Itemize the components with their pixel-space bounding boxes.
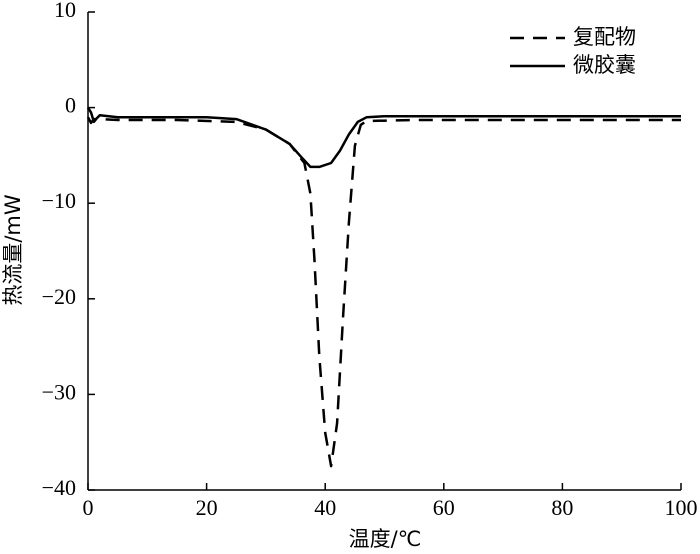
legend-label: 微胶囊 xyxy=(573,53,636,77)
x-tick-label: 0 xyxy=(83,495,94,520)
series-line xyxy=(86,106,681,169)
x-tick-label: 20 xyxy=(196,495,218,520)
x-tick-label: 40 xyxy=(314,495,336,520)
legend-label: 复配物 xyxy=(573,25,636,49)
x-axis-label: 温度/℃ xyxy=(349,527,422,551)
y-tick-label: −10 xyxy=(42,188,76,213)
series-line xyxy=(86,116,681,468)
y-tick-label: 10 xyxy=(54,0,76,22)
y-tick-label: −20 xyxy=(42,284,76,309)
x-tick-label: 80 xyxy=(551,495,573,520)
y-tick-label: −30 xyxy=(42,379,76,404)
x-tick-label: 60 xyxy=(433,495,455,520)
y-axis-label: 热流量/mW xyxy=(1,194,25,306)
y-tick-label: −40 xyxy=(42,475,76,500)
x-tick-label: 100 xyxy=(665,495,698,520)
y-tick-label: 0 xyxy=(65,93,76,118)
